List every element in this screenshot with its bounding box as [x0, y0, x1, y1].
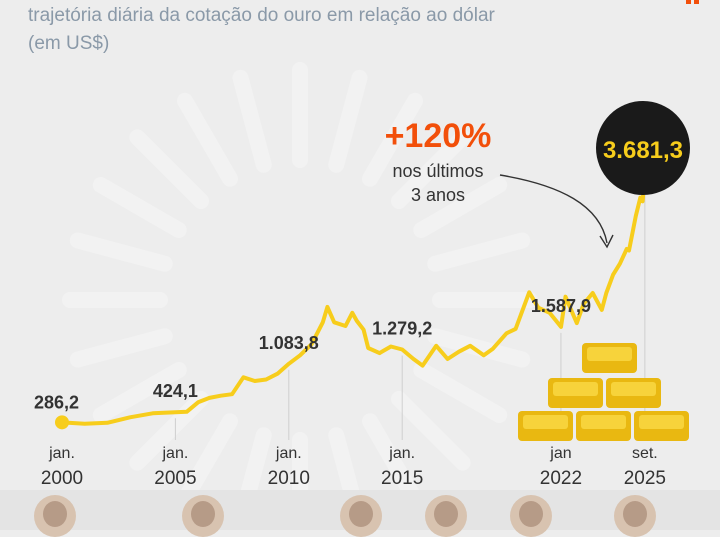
sunburst-ray: [390, 129, 471, 210]
sunburst-decoration: [62, 62, 538, 530]
data-label: 424,1: [153, 381, 198, 401]
x-tick-label: jan.: [48, 445, 75, 462]
sunburst-ray: [69, 232, 173, 272]
x-tick-year: 2000: [41, 468, 83, 489]
gold-bar-shine: [639, 415, 684, 429]
final-value-badge: [596, 101, 690, 195]
data-label: 1.587,9: [531, 296, 591, 316]
subtitle-line1: trajetória diária da cotação do ouro em …: [28, 5, 495, 26]
sunburst-ray: [232, 69, 272, 173]
x-tick-label: jan.: [275, 445, 302, 462]
sunburst-ray: [427, 232, 531, 272]
x-tick-year: 2025: [624, 468, 666, 489]
gold-bars-illustration: [518, 343, 689, 441]
sunburst-ray: [413, 177, 508, 238]
sunburst-ray: [328, 69, 368, 173]
sunburst-ray: [362, 413, 423, 508]
gold-bar-shine: [553, 382, 598, 396]
avatar: [340, 495, 382, 537]
gold-bar-shine: [587, 347, 632, 361]
x-tick-year: 2010: [268, 468, 310, 489]
data-label: 1.083,8: [259, 333, 319, 353]
sunburst-ray: [390, 390, 471, 471]
series-start-point: [55, 415, 69, 430]
x-tick-year: 2022: [540, 468, 582, 489]
gold-price-line: [60, 171, 647, 426]
avatar: [34, 495, 76, 537]
x-tick-year: 2005: [154, 468, 196, 489]
avatar: [425, 495, 467, 537]
highlight-arrowhead: [599, 234, 614, 249]
sunburst-ray: [177, 92, 238, 187]
chart-subtitle: trajetória diária da cotação do ouro em …: [28, 2, 628, 58]
data-label: 286,2: [34, 392, 79, 412]
avatar: [614, 495, 656, 537]
subtitle-line2: (em US$): [28, 33, 110, 54]
sunburst-ray: [129, 129, 210, 210]
sunburst-ray: [92, 362, 187, 423]
avatar: [510, 495, 552, 537]
gold-bar-shine: [523, 415, 568, 429]
highlight-percent: +120%: [385, 117, 492, 155]
sunburst-ray: [427, 328, 531, 368]
x-tick-label: set.: [632, 445, 658, 462]
gold-bar-shine: [581, 415, 626, 429]
sunburst-ray: [362, 92, 423, 187]
highlight-line1: nos últimos: [392, 161, 483, 181]
sunburst-ray: [92, 177, 187, 238]
x-tick-label: jan: [549, 445, 571, 462]
sunburst-ray: [413, 362, 508, 423]
logo-fragment-icon: [686, 0, 699, 4]
highlight-arrow: [499, 174, 608, 244]
highlight-line2: 3 anos: [411, 185, 465, 205]
gold-bar-shine: [611, 382, 656, 396]
x-tick-label: jan.: [388, 445, 415, 462]
x-tick-year: 2015: [381, 468, 423, 489]
sunburst-ray: [177, 413, 238, 508]
sunburst-ray: [69, 328, 173, 368]
x-tick-label: jan.: [161, 445, 188, 462]
data-label: 1.279,2: [372, 319, 432, 339]
avatar: [182, 495, 224, 537]
final-value-label: 3.681,3: [603, 137, 683, 164]
